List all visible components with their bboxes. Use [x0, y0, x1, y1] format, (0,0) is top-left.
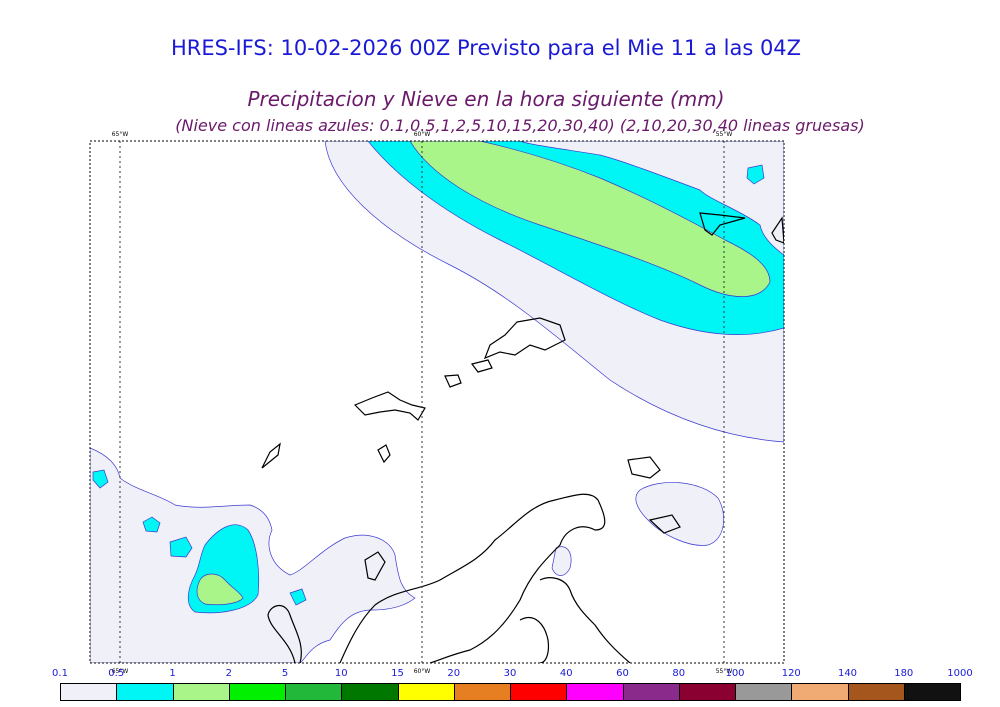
- colorbar-swatch: [228, 683, 286, 701]
- snow-legend-note: (Nieve con lineas azules: 0.1,0.5,1,2,5,…: [175, 116, 865, 135]
- precip-spot-cyan-3: [169, 536, 193, 558]
- colorbar-swatch: [116, 683, 174, 701]
- colorbar-label: 2: [225, 668, 232, 679]
- colorbar-label: 180: [894, 668, 914, 679]
- variable-title: Precipitacion y Nieve en la hora siguien…: [247, 87, 725, 111]
- colorbar-label: 120: [781, 668, 801, 679]
- colorbar-label: 30: [503, 668, 517, 679]
- precip-spot-cyan-4: [289, 588, 307, 606]
- colorbar-swatch: [735, 683, 793, 701]
- colorbar-label: 140: [837, 668, 858, 679]
- meridian-label-top-65: 65°W: [112, 131, 129, 138]
- model-run-title: HRES-IFS: 10-02-2026 00Z Previsto para e…: [170, 36, 802, 60]
- colorbar-swatch: [791, 683, 849, 701]
- meridian-label-top-60: 60°W: [414, 131, 431, 138]
- precip-area-green-south: [196, 573, 244, 606]
- meridian-label-bottom-65: 65°W: [112, 668, 129, 675]
- colorbar-swatch: [622, 683, 680, 701]
- precip-area-light-se: [635, 482, 725, 546]
- colorbar-label: 80: [672, 668, 686, 679]
- meridian-lines: [119, 141, 725, 663]
- precip-spot-cyan-ne: [746, 164, 765, 185]
- precip-spot-cyan-1: [92, 469, 109, 489]
- colorbar-swatch: [678, 683, 736, 701]
- meridian-label-bottom-55: 55°W: [716, 668, 733, 675]
- colorbar-label: 15: [391, 668, 404, 679]
- colorbar-swatch: [172, 683, 230, 701]
- colorbar-label: 60: [616, 668, 629, 679]
- colorbar-swatch: [285, 683, 343, 701]
- colorbar-swatch: [847, 683, 905, 701]
- colorbar-swatch: [60, 683, 118, 701]
- colorbar-label: 40: [559, 668, 573, 679]
- colorbar-label: 0.1: [52, 668, 68, 679]
- colorbar-swatch: [453, 683, 511, 701]
- colorbar-label: 10: [334, 668, 348, 679]
- colorbar-swatch: [341, 683, 399, 701]
- colorbar-label: 100: [725, 668, 745, 679]
- colorbar-label: 0.5: [108, 668, 125, 679]
- colorbar-label: 1000: [947, 668, 973, 679]
- coastlines: [261, 212, 784, 663]
- colorbar-label: 5: [281, 668, 289, 679]
- precip-area-green-north: [409, 141, 771, 297]
- colorbar-swatch: [397, 683, 455, 701]
- colorbar-swatch: [566, 683, 624, 701]
- colorbar-label: 1: [169, 668, 176, 679]
- precip-area-light-se2: [551, 546, 572, 576]
- colorbar-label: 20: [447, 668, 461, 679]
- meridian-label-bottom-60: 60°W: [414, 668, 431, 675]
- colorbar-swatch: [510, 683, 568, 701]
- colorbar-swatch: [903, 683, 961, 701]
- precip-spot-cyan-2: [142, 516, 161, 533]
- meridian-label-top-55: 55°W: [716, 131, 733, 138]
